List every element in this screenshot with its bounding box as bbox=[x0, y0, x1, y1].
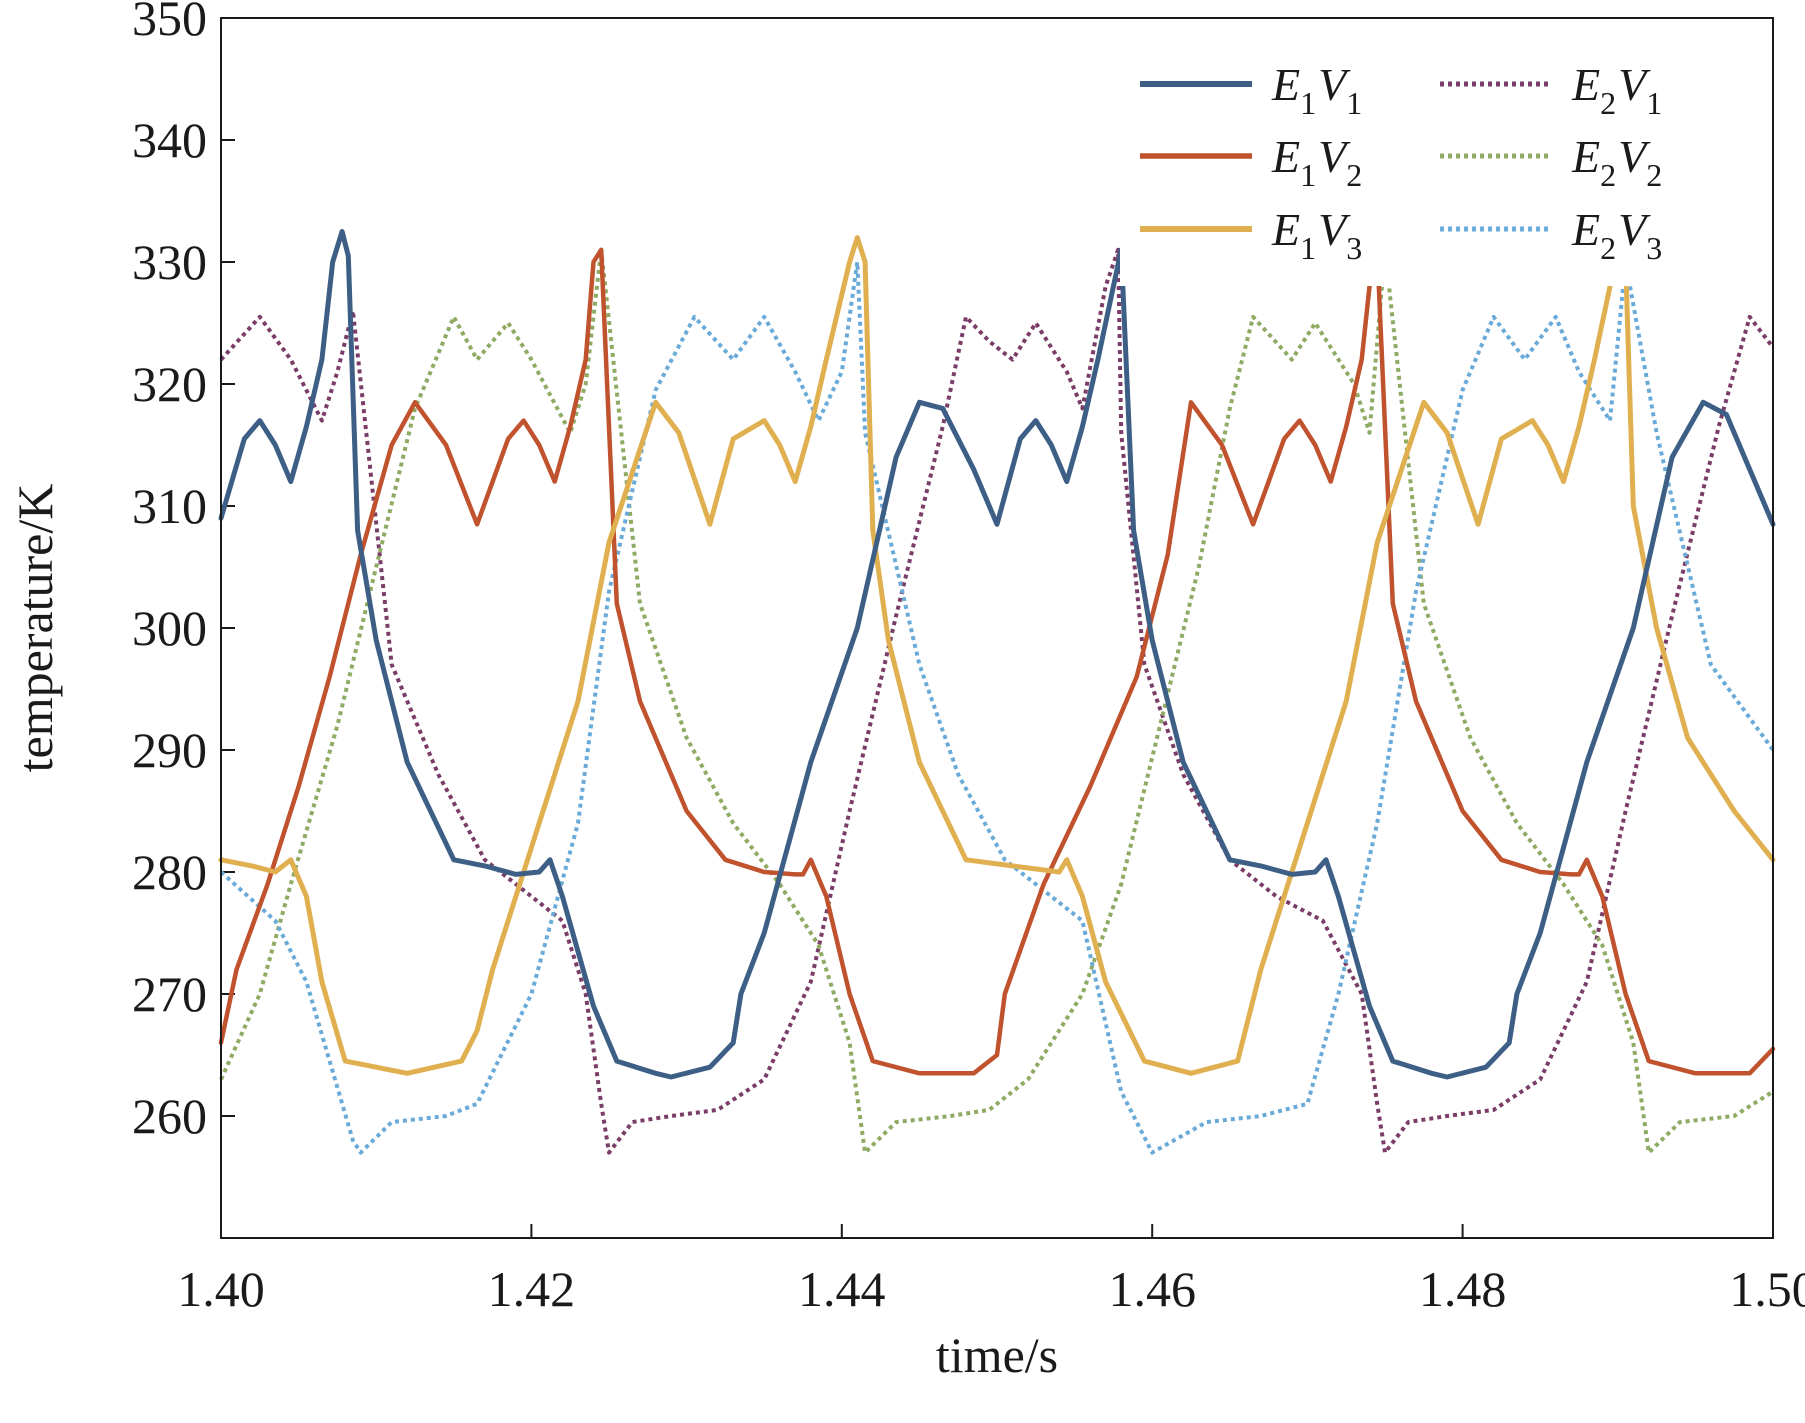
y-tick-label: 290 bbox=[132, 722, 207, 778]
legend-label-part: E bbox=[1271, 131, 1300, 182]
series-line-e1v3 bbox=[218, 235, 1776, 1076]
legend-label-part: V bbox=[1618, 204, 1651, 255]
legend-label-part: 1 bbox=[1300, 230, 1316, 266]
x-tick-label: 1.44 bbox=[798, 1261, 886, 1317]
legend-label-part: E bbox=[1571, 59, 1600, 110]
legend-label-part: 1 bbox=[1300, 85, 1316, 121]
y-tick-label: 300 bbox=[132, 600, 207, 656]
legend-label-part: V bbox=[1318, 131, 1351, 182]
series-line-e1v1 bbox=[218, 229, 1776, 1080]
legend-label-e2v3: E2V3 bbox=[1571, 204, 1662, 266]
x-tick-labels: 1.40 1.42 1.44 1.46 1.48 1.50 bbox=[177, 1261, 1805, 1317]
legend-label-part: 3 bbox=[1646, 230, 1662, 266]
legend-label-part: V bbox=[1618, 131, 1651, 182]
series-line-e2v1 bbox=[219, 247, 1775, 1155]
legend-label-part: 2 bbox=[1600, 230, 1616, 266]
legend-label-part: 1 bbox=[1300, 157, 1316, 193]
legend-label-part: E bbox=[1271, 59, 1300, 110]
y-tick-label: 340 bbox=[132, 112, 207, 168]
legend-label-part: 1 bbox=[1646, 85, 1662, 121]
legend-label-e2v2: E2V2 bbox=[1571, 131, 1662, 193]
legend-label-e1v1: E1V1 bbox=[1271, 59, 1362, 121]
legend-label-part: 3 bbox=[1346, 230, 1362, 266]
x-axis-title: time/s bbox=[936, 1327, 1058, 1383]
plot-frame bbox=[220, 17, 1774, 1239]
y-tick-label: 270 bbox=[132, 966, 207, 1022]
legend-label-e2v1: E2V1 bbox=[1571, 59, 1662, 121]
legend-label-part: V bbox=[1318, 204, 1351, 255]
x-tick-label: 1.50 bbox=[1729, 1261, 1805, 1317]
x-tick-label: 1.46 bbox=[1108, 1261, 1196, 1317]
legend-label-part: V bbox=[1318, 59, 1351, 110]
legend-label-part: E bbox=[1271, 204, 1300, 255]
legend-label-part: V bbox=[1618, 59, 1651, 110]
legend-label-part: 2 bbox=[1346, 157, 1362, 193]
legend-label-e1v2: E1V2 bbox=[1271, 131, 1362, 193]
x-tick-label: 1.48 bbox=[1419, 1261, 1507, 1317]
y-tick-label: 320 bbox=[132, 356, 207, 412]
legend-label-e1v3: E1V3 bbox=[1271, 204, 1362, 266]
legend-label-part: E bbox=[1571, 131, 1600, 182]
y-axis-title: temperature/K bbox=[7, 484, 63, 773]
series-line-e2v2 bbox=[219, 247, 1775, 1155]
y-tick-labels: 260 270 280 290 300 310 320 330 340 350 bbox=[132, 0, 207, 1144]
y-tick-label: 310 bbox=[132, 478, 207, 534]
legend-label-part: 2 bbox=[1646, 157, 1662, 193]
y-tick-label: 350 bbox=[132, 0, 207, 46]
y-tick-label: 280 bbox=[132, 844, 207, 900]
series-line-e2v3 bbox=[219, 260, 1775, 1155]
legend-label-part: 1 bbox=[1346, 85, 1362, 121]
y-tick-label: 330 bbox=[132, 234, 207, 290]
series-line-e1v2 bbox=[218, 247, 1776, 1076]
legend-label-part: E bbox=[1571, 204, 1600, 255]
legend-label-part: 2 bbox=[1600, 157, 1616, 193]
y-tick-label: 260 bbox=[132, 1088, 207, 1144]
x-tick-label: 1.40 bbox=[177, 1261, 265, 1317]
legend-label-part: 2 bbox=[1600, 85, 1616, 121]
plot-area bbox=[218, 229, 1776, 1155]
x-tick-label: 1.42 bbox=[488, 1261, 576, 1317]
